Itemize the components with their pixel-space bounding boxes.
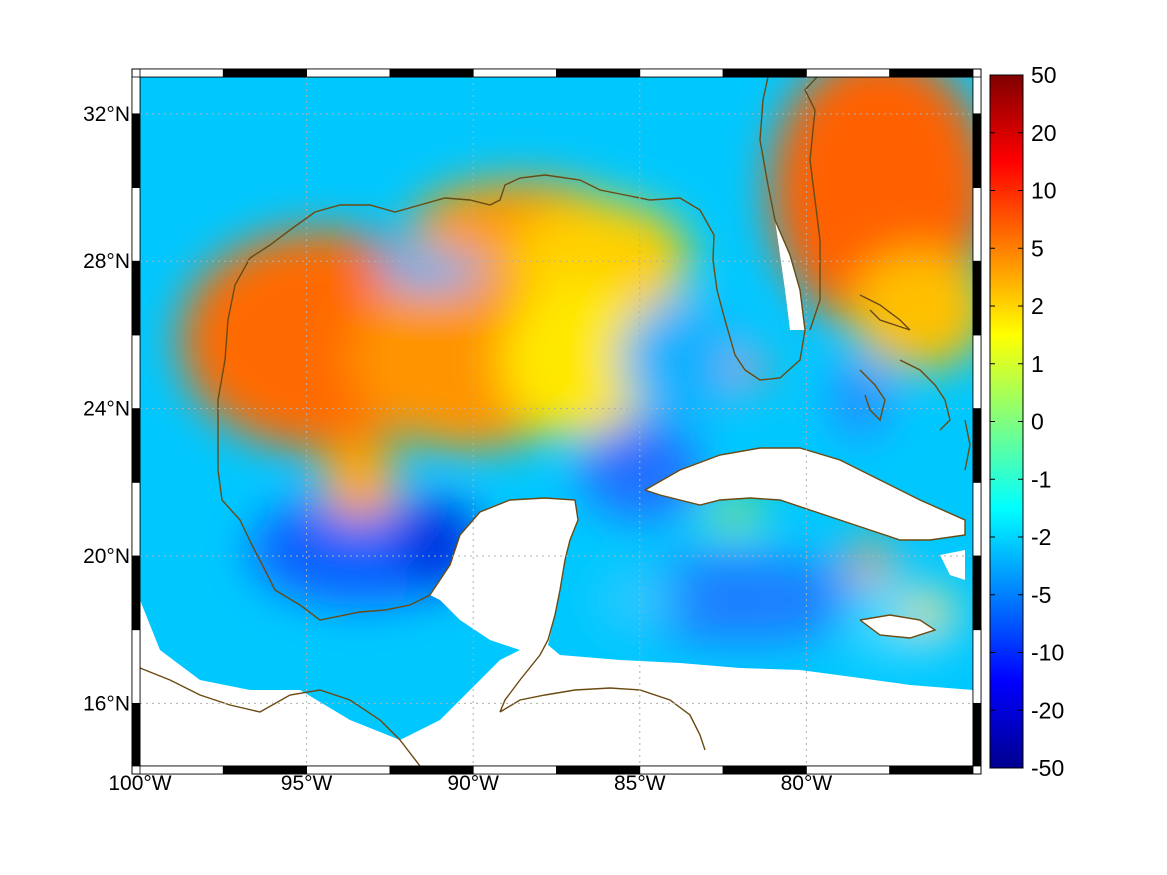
coastline-bahamas-2 [859, 369, 886, 422]
blob-cold-eddy [375, 254, 485, 290]
blob-campeche-warm [320, 440, 400, 520]
colorbar-tick-label: -2 [1031, 524, 1051, 550]
coastline-central-america [499, 687, 706, 751]
lon-tick-label: 85°W [614, 772, 666, 795]
land-mexico-south [140, 600, 973, 766]
colorbar-tick-label: 10 [1031, 178, 1057, 204]
frame-segment-top [306, 68, 391, 78]
frame-segment-left [131, 408, 141, 483]
lat-tick-label: 16°N [83, 692, 130, 715]
land-jamaica [860, 615, 935, 638]
frame-segment-top [722, 68, 807, 78]
lat-tick-label: 24°N [83, 398, 130, 421]
frame-segment-bottom [889, 765, 974, 775]
frame-segment-right [972, 76, 982, 115]
frame-segment-left [131, 555, 141, 631]
coastline-jamaica [859, 614, 937, 639]
frame-segment-right [972, 260, 982, 336]
frame-segment-top [556, 68, 641, 78]
blob-bahamas [830, 360, 890, 440]
land-hispaniola [940, 550, 965, 580]
coastline-cuba [644, 447, 966, 541]
colorbar-tick-label: 1 [1031, 351, 1044, 377]
colorbar-tick-label: 50 [1031, 62, 1057, 88]
coastline-florida-east [804, 76, 821, 331]
frame-segment-top [639, 68, 724, 78]
colorbar-tick-label: -5 [1031, 582, 1051, 608]
frame-segment-left [131, 113, 141, 188]
lat-tick-label: 32°N [83, 103, 130, 126]
frame-segment-top [222, 68, 308, 78]
coastline-bahamas [859, 294, 911, 331]
frame-segment-top [806, 68, 891, 78]
frame-segment-right [972, 113, 982, 188]
land [140, 448, 973, 766]
land-cuba [645, 448, 965, 540]
coastline-pacific [139, 667, 421, 767]
frame-segment-left [131, 260, 141, 336]
axis-labels: 100°W 95°W 90°W 85°W 80°W 32°N 28°N 24°N 20°N 16°… [83, 103, 832, 795]
colorbar-tick-label: -20 [1031, 697, 1064, 723]
frame-segment-top [389, 68, 474, 78]
colorbar-tick-label: -1 [1031, 466, 1051, 492]
blob-east-gulf [620, 300, 740, 420]
frame-segment-right [972, 481, 982, 557]
map-frame [131, 68, 982, 775]
frame-segment-right [972, 408, 982, 483]
blob-florida-sw [734, 356, 766, 384]
land-yucatan [430, 498, 578, 650]
colorbar-tick-label: 0 [1031, 409, 1044, 435]
frame-segment-left [131, 481, 141, 557]
lon-tick-label: 90°W [447, 772, 499, 795]
lon-tick-label: 100°W [108, 772, 171, 795]
frame-segment-left [131, 187, 141, 262]
lon-tick-label: 95°W [281, 772, 333, 795]
frame-segment-left [131, 629, 141, 704]
blob-cuba-warm [705, 503, 765, 527]
colorbar-tick-label: 2 [1031, 293, 1044, 319]
blob-hispaniola-warm [848, 540, 892, 580]
frame-segment-left [131, 334, 141, 410]
frame-segment-right [972, 334, 982, 410]
lat-tick-label: 28°N [83, 250, 130, 273]
frame-segment-right [972, 702, 982, 767]
frame-segment-right [972, 555, 982, 631]
frame-segment-top [472, 68, 557, 78]
frame-segment-left [131, 76, 141, 115]
frame-segment-top [139, 68, 224, 78]
colorbar-tick-label: 5 [1031, 235, 1044, 261]
colorbar-tick-label: 20 [1031, 120, 1057, 146]
frame-segment-top [889, 68, 974, 78]
colorbar-tick-label: -50 [1031, 755, 1064, 781]
lon-tick-label: 80°W [781, 772, 833, 795]
blob-yellow-mid [500, 280, 660, 440]
frame-segment-right [972, 187, 982, 262]
frame-segment-left [131, 702, 141, 767]
coastline-bahamas-3 [899, 359, 951, 431]
blob-caribbean [610, 555, 870, 645]
blob-atlantic-south [850, 250, 973, 370]
coastline-hispaniola [964, 419, 971, 471]
lat-tick-label: 20°N [83, 545, 130, 568]
coastline-us-mexico [217, 76, 806, 713]
colorbar-tick-label: -10 [1031, 640, 1064, 666]
frame-segment-right [972, 629, 982, 704]
coastlines [139, 76, 971, 767]
